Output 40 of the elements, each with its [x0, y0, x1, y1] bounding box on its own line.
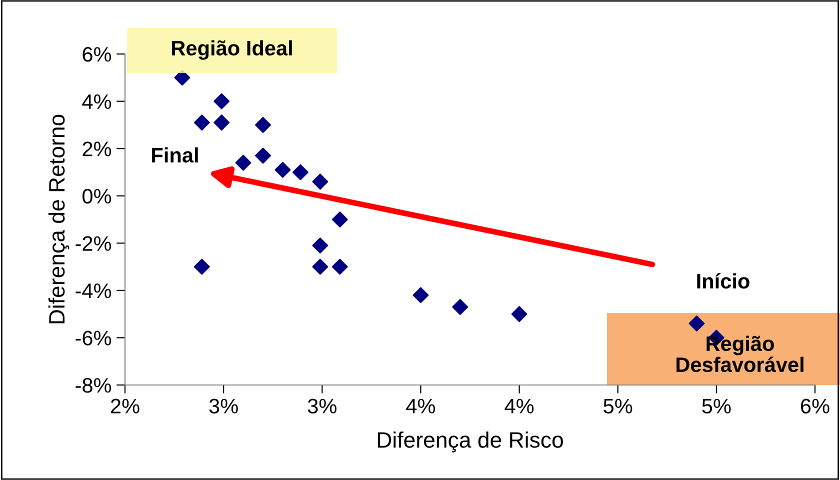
x-tick-label: 4%: [504, 398, 534, 414]
y-tick-label: 2%: [82, 142, 112, 156]
point: [255, 148, 271, 164]
point: [194, 258, 210, 275]
point: [214, 114, 230, 131]
point: [312, 174, 328, 190]
x-tick-label: 5%: [702, 398, 731, 414]
point: [452, 299, 468, 315]
y-axis-title: Diferença de Retorno: [48, 114, 70, 324]
annotation: Região Desfavorável: [676, 336, 804, 372]
y-tick-label: 4%: [82, 94, 112, 109]
x-tick-label: 6%: [801, 398, 830, 414]
y-tick-label: -6%: [76, 330, 112, 346]
point: [292, 164, 308, 180]
point: [274, 162, 291, 178]
point: [332, 258, 348, 275]
point: [214, 93, 230, 110]
point: [312, 238, 328, 254]
x-tick-label: 4%: [406, 398, 436, 414]
y-tick-label: -8%: [76, 378, 112, 393]
annotation: Início: [697, 273, 750, 289]
annotation: Região Ideal: [172, 40, 292, 60]
x-tick-label: 2%: [110, 398, 140, 414]
point: [312, 258, 328, 275]
x-tick-label: 5%: [604, 398, 632, 414]
point: [255, 116, 271, 133]
y-tick-label: 6%: [82, 47, 112, 62]
point: [688, 316, 705, 332]
point: [412, 287, 429, 304]
y-tick-label: -2%: [76, 236, 112, 251]
point: [332, 212, 348, 228]
point: [194, 114, 210, 131]
point: [511, 306, 528, 322]
annotation: Final: [152, 147, 198, 163]
point: [235, 154, 252, 171]
y-tick-label: -4%: [76, 284, 112, 298]
x-tick-label: 3%: [308, 398, 336, 414]
x-axis-title: Diferença de Risco: [378, 432, 563, 452]
y-tick-label: 0%: [82, 188, 112, 204]
x-tick-label: 3%: [209, 398, 238, 414]
